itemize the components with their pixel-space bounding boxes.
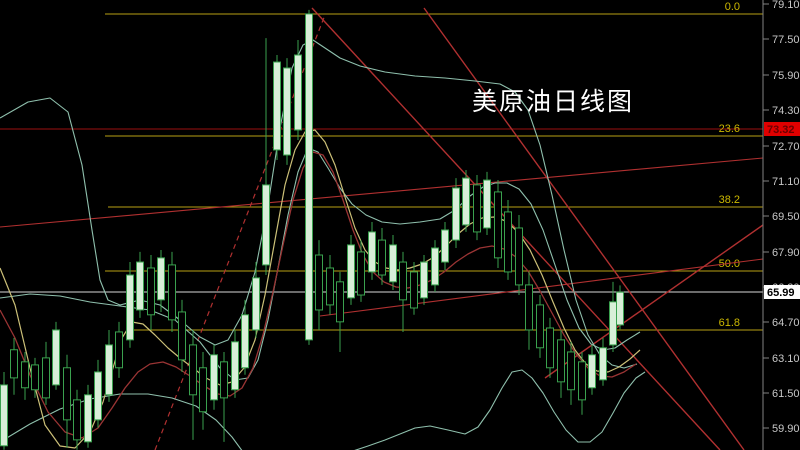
channel-lower[interactable] <box>319 258 764 317</box>
candle-body <box>73 399 81 441</box>
axis-label: 61.50 <box>772 388 800 400</box>
candle-body <box>473 184 481 233</box>
candle-body <box>0 384 8 447</box>
candle-body <box>357 251 365 296</box>
fib-label-0.0: 0.0 <box>725 1 740 13</box>
candle-body <box>168 264 176 321</box>
candle-body <box>231 341 239 391</box>
candle-body <box>157 257 165 301</box>
axis-label: 77.50 <box>772 34 800 46</box>
candle-body <box>21 361 29 389</box>
candle-body <box>336 281 344 323</box>
candle-body <box>42 357 50 399</box>
axis-label: 63.10 <box>772 353 800 365</box>
candle-body <box>420 261 428 299</box>
axis-label: 64.70 <box>772 317 800 329</box>
candle-body <box>315 254 323 311</box>
axis-label: 71.10 <box>772 176 800 188</box>
candle-body <box>515 227 523 286</box>
candle-body <box>609 301 617 346</box>
axis-label: 69.50 <box>772 211 800 223</box>
candle-body <box>210 354 218 401</box>
axis-label: 74.30 <box>772 105 800 117</box>
candle-body <box>452 187 460 241</box>
candle-body <box>378 239 386 276</box>
candle-body <box>189 344 197 396</box>
candle-body <box>94 371 102 421</box>
candle-body <box>399 261 407 301</box>
candle-body <box>578 361 586 401</box>
axis-label: 72.70 <box>772 141 800 153</box>
candle-body <box>305 13 313 341</box>
alert-price-tag-value: 73.32 <box>767 124 795 136</box>
bollinger-upper <box>0 39 638 369</box>
candle-body <box>199 367 207 413</box>
candle-body <box>567 351 575 391</box>
candle-body <box>178 311 186 361</box>
current-price-tag-value: 65.99 <box>767 287 795 299</box>
candle-body <box>10 349 18 379</box>
ma-fast-khaki <box>0 129 641 449</box>
bollinger-lower-right <box>354 369 646 450</box>
candle-body <box>546 327 554 369</box>
ma-slow-darkred <box>0 151 637 439</box>
candle-body <box>262 184 270 266</box>
candle-body <box>483 179 491 229</box>
axis-label: 79.10 <box>772 0 800 11</box>
candle-body <box>410 271 418 309</box>
candle-body <box>588 354 596 389</box>
axis-label: 75.90 <box>772 70 800 82</box>
candle-body <box>389 244 397 283</box>
candle-body <box>599 347 607 381</box>
candle-body <box>52 329 60 386</box>
candle-body <box>557 339 565 383</box>
candle-body <box>462 177 470 226</box>
axis-label: 67.90 <box>772 247 800 259</box>
candle-body <box>368 231 376 273</box>
candle-body <box>326 267 334 306</box>
candle-body <box>441 229 449 263</box>
candle-body <box>536 304 544 349</box>
candle-body <box>616 291 624 326</box>
steep-support[interactable] <box>544 224 764 379</box>
candle-body <box>241 314 249 369</box>
chart-title: 美原油日线图 <box>472 89 635 116</box>
candle-body <box>431 247 439 286</box>
price-axis-panel <box>764 0 800 450</box>
candle-body <box>136 261 144 311</box>
candle-body <box>283 67 291 156</box>
candle-body <box>504 211 512 273</box>
fib-label-23.6: 23.6 <box>719 123 740 135</box>
alert-price-tag <box>764 122 800 136</box>
candle-body <box>147 267 155 316</box>
fib-label-61.8: 61.8 <box>719 317 740 329</box>
candle-body <box>105 344 113 396</box>
fib-label-38.2: 38.2 <box>719 194 740 206</box>
candle-body <box>273 61 281 151</box>
candle-body <box>494 191 502 259</box>
candle-body <box>220 361 228 399</box>
channel-upper[interactable] <box>0 157 764 228</box>
candle-body <box>126 274 134 341</box>
candle-body <box>347 244 355 299</box>
candle-body <box>115 331 123 369</box>
candle-body <box>294 54 302 131</box>
axis-label: 59.90 <box>772 423 800 435</box>
candle-body <box>31 364 39 391</box>
current-price-tag <box>764 285 800 299</box>
candle-body <box>252 277 260 331</box>
candle-body <box>63 367 71 421</box>
candle-body <box>84 394 92 443</box>
bollinger-middle <box>0 147 641 381</box>
fib-label-50.0: 50.0 <box>719 258 740 270</box>
candle-body <box>525 284 533 331</box>
